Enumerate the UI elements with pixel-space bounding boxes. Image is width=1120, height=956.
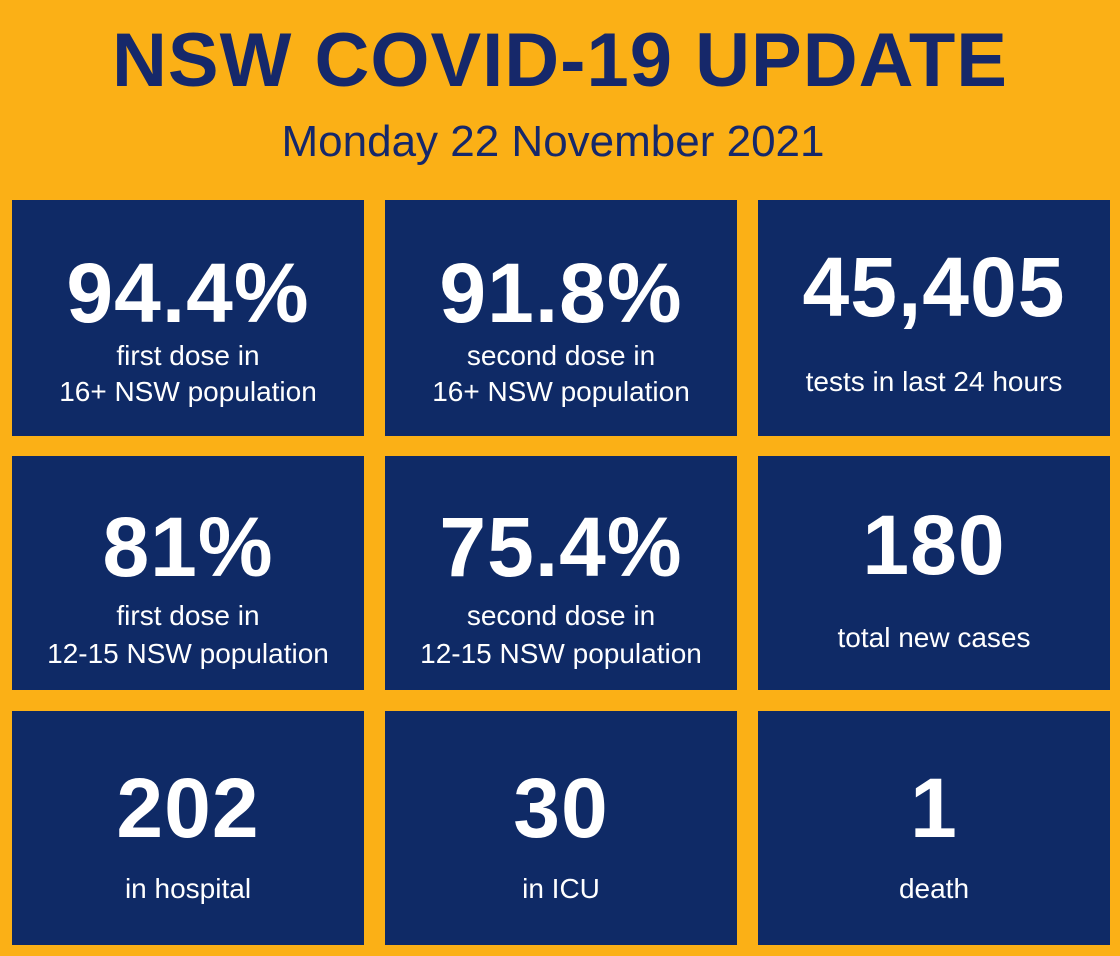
stat-value: 30 [513,761,609,855]
stat-label: total new cases [837,622,1031,653]
stat-tile-first-dose-16plus: 94.4% first dose in 16+ NSW population [12,200,364,436]
stat-label: in hospital [124,873,252,904]
stat-label-line1: first dose in [116,340,260,371]
stat-tile-hospital: 202 in hospital [12,711,364,945]
stat-tile-icu: 30 in ICU [385,711,737,945]
header: NSW COVID-19 UPDATE Monday 22 November 2… [0,0,1120,190]
stat-value: 202 [116,761,260,855]
date-subtitle: Monday 22 November 2021 [281,117,825,166]
stat-value: 180 [862,498,1006,592]
stat-tile-second-dose-12-15: 75.4% second dose in 12-15 NSW populatio… [385,456,737,690]
stat-value: 75.4% [439,500,683,594]
stat-label-line2: 16+ NSW population [432,376,690,407]
stat-label-line2: 12-15 NSW population [420,638,702,669]
stat-tile-tests: 45,405 tests in last 24 hours [758,200,1110,436]
stat-label-line1: second dose in [466,600,656,631]
stat-label-line1: first dose in [116,600,260,631]
stat-label: tests in last 24 hours [805,366,1063,397]
stat-label-line2: 16+ NSW population [59,376,317,407]
stat-value: 45,405 [802,240,1066,334]
stat-label: in ICU [522,873,600,904]
stat-label-line1: second dose in [466,340,656,371]
stat-tile-new-cases: 180 total new cases [758,456,1110,690]
stat-tile-death: 1 death [758,711,1110,945]
page-title: NSW COVID-19 UPDATE [112,18,1008,103]
stat-value: 91.8% [439,246,683,340]
stat-tile-second-dose-16plus: 91.8% second dose in 16+ NSW population [385,200,737,436]
stat-label: death [898,873,970,904]
stat-value: 1 [910,761,958,855]
stat-value: 81% [102,500,274,594]
stat-value: 94.4% [66,246,310,340]
stat-tile-first-dose-12-15: 81% first dose in 12-15 NSW population [12,456,364,690]
stat-label-line2: 12-15 NSW population [47,638,329,669]
